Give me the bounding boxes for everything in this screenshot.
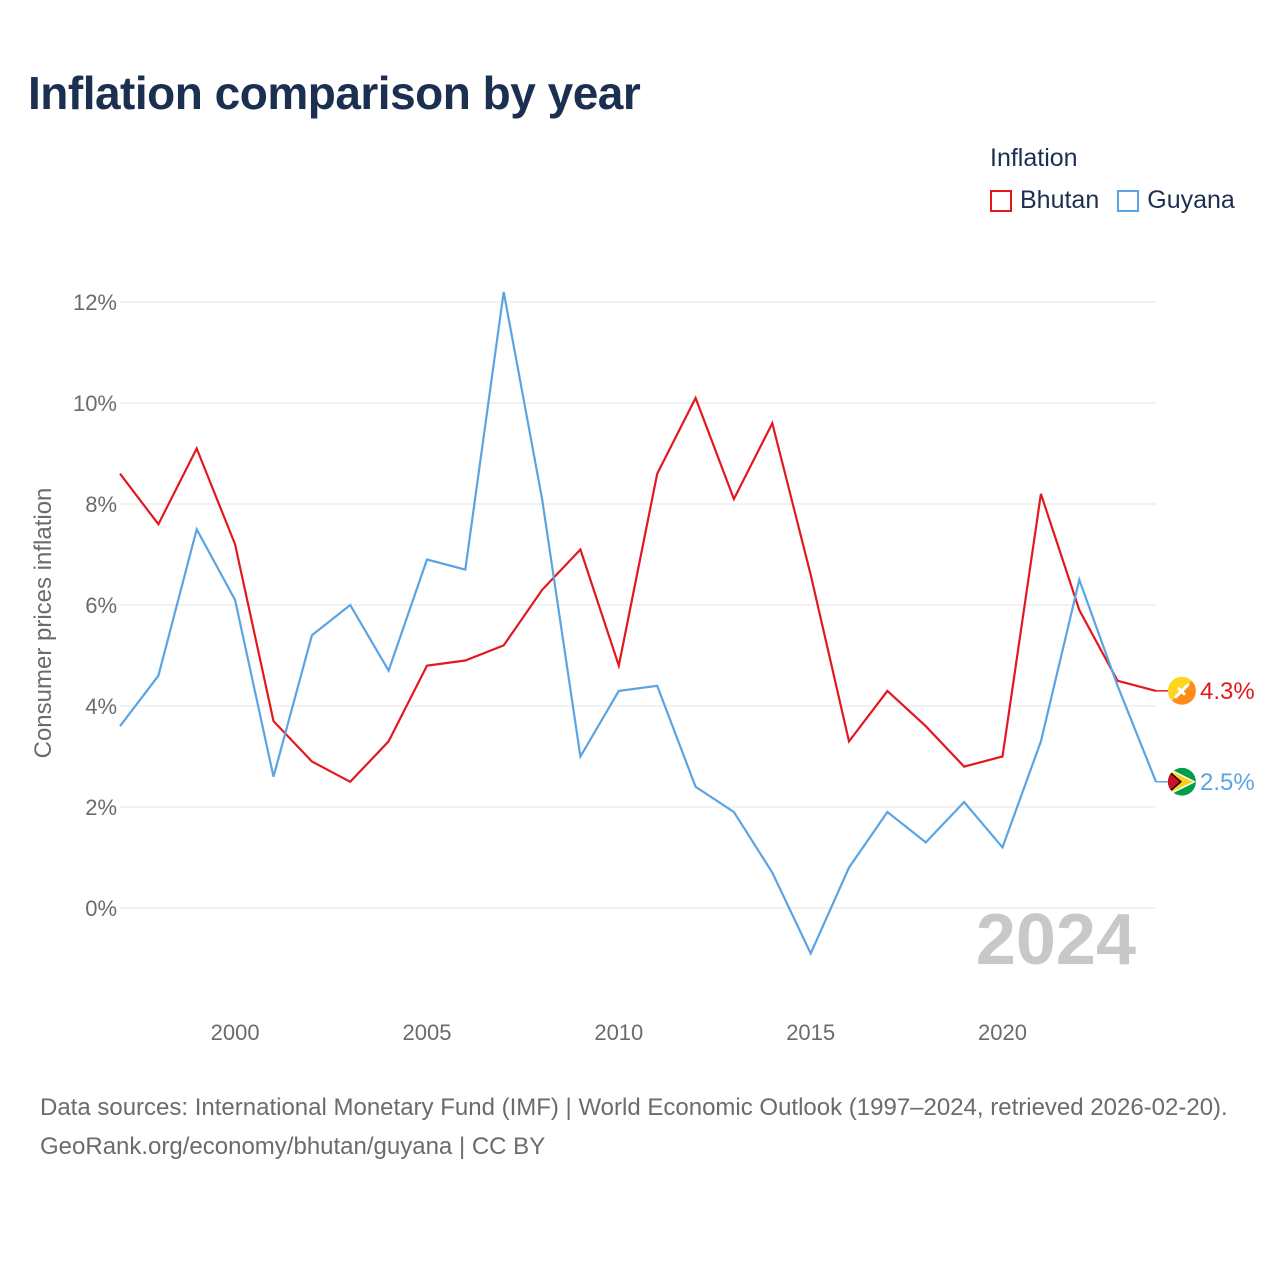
y-tick-label: 2% [85,795,117,820]
y-tick-label: 4% [85,694,117,719]
end-label-bhutan: 4.3% [1200,678,1255,705]
data-point-bhutan[interactable] [1000,754,1006,760]
data-point-guyana[interactable] [309,632,315,638]
bhutan-flag-icon [1168,676,1196,705]
data-point-guyana[interactable] [462,567,468,573]
data-point-guyana[interactable] [923,839,929,845]
data-point-guyana[interactable] [654,683,660,689]
legend-title: Inflation [990,144,1078,172]
data-point-guyana[interactable] [577,754,583,760]
data-point-bhutan[interactable] [769,420,775,426]
data-point-bhutan[interactable] [961,764,967,770]
data-point-bhutan[interactable] [808,572,814,578]
data-point-guyana[interactable] [1000,844,1006,850]
series-line-guyana[interactable] [119,291,1158,957]
data-point-bhutan[interactable] [155,521,161,527]
legend-swatch-bhutan [990,189,1012,212]
data-point-guyana[interactable] [501,289,507,295]
y-tick-label: 8% [85,492,117,517]
data-point-guyana[interactable] [1038,738,1044,744]
data-point-bhutan[interactable] [884,688,890,694]
data-point-guyana[interactable] [347,602,353,608]
legend-label-bhutan: Bhutan [1020,186,1100,214]
data-point-guyana[interactable] [846,865,852,871]
data-point-guyana[interactable] [386,668,392,674]
source-link[interactable]: GeoRank.org/economy/bhutan/guyana | CC B… [40,1133,546,1160]
x-tick-label: 2010 [594,1020,643,1045]
data-point-guyana[interactable] [539,496,545,502]
year-watermark: 2024 [976,900,1136,980]
data-point-guyana[interactable] [616,688,622,694]
legend: Bhutan Guyana [990,186,1253,215]
x-tick-label: 2000 [211,1020,260,1045]
data-point-bhutan[interactable] [424,663,430,669]
series-end-markers: 4.3% 2.5% [1156,676,1255,796]
data-point-guyana[interactable] [1115,683,1121,689]
data-point-bhutan[interactable] [501,642,507,648]
data-point-guyana[interactable] [270,774,276,780]
series-lines [117,289,1158,957]
series-line-bhutan[interactable] [119,395,1157,784]
gridlines [120,301,1156,909]
end-label-guyana: 2.5% [1200,769,1255,796]
guyana-flag-icon [1168,767,1196,796]
data-point-bhutan[interactable] [270,718,276,724]
x-tick-labels: 2000 2005 2010 2015 2020 [211,1020,1027,1045]
data-point-bhutan[interactable] [577,546,583,552]
data-point-bhutan[interactable] [1076,607,1082,613]
footer: Data sources: International Monetary Fun… [40,1088,1250,1166]
data-point-bhutan[interactable] [846,738,852,744]
data-point-guyana[interactable] [1076,577,1082,583]
data-point-bhutan[interactable] [693,395,699,401]
data-point-bhutan[interactable] [194,445,200,451]
legend-label-guyana: Guyana [1147,186,1235,214]
data-point-bhutan[interactable] [539,587,545,593]
data-point-guyana[interactable] [117,723,123,729]
legend-item-guyana[interactable]: Guyana [1117,186,1235,215]
data-point-guyana[interactable] [693,784,699,790]
chart-title: Inflation comparison by year [28,67,641,119]
data-point-guyana[interactable] [808,950,814,956]
data-point-guyana[interactable] [232,597,238,603]
data-point-bhutan[interactable] [1038,491,1044,497]
data-point-guyana[interactable] [731,809,737,815]
data-point-bhutan[interactable] [923,723,929,729]
data-point-guyana[interactable] [424,557,430,563]
legend-swatch-guyana [1117,189,1140,212]
data-point-bhutan[interactable] [654,471,660,477]
data-point-guyana[interactable] [155,673,161,679]
y-tick-label: 6% [85,593,117,618]
x-tick-label: 2020 [978,1020,1027,1045]
data-point-bhutan[interactable] [462,658,468,664]
x-tick-label: 2005 [402,1020,451,1045]
data-point-guyana[interactable] [769,870,775,876]
data-point-bhutan[interactable] [232,541,238,547]
y-tick-label: 10% [73,391,117,416]
data-point-guyana[interactable] [884,809,890,815]
x-tick-label: 2015 [786,1020,835,1045]
data-point-bhutan[interactable] [731,496,737,502]
y-axis-label: Consumer prices inflation [30,488,57,759]
data-point-bhutan[interactable] [347,779,353,785]
data-point-bhutan[interactable] [309,759,315,765]
y-tick-labels: 0% 2% 4% 6% 8% 10% 12% [73,290,117,921]
data-point-guyana[interactable] [961,799,967,805]
data-point-bhutan[interactable] [616,663,622,669]
data-sources: Data sources: International Monetary Fun… [40,1094,1228,1121]
data-point-bhutan[interactable] [117,471,123,477]
legend-item-bhutan[interactable]: Bhutan [990,186,1099,215]
data-point-bhutan[interactable] [386,738,392,744]
y-tick-label: 12% [73,290,117,315]
y-tick-label: 0% [85,896,117,921]
data-point-guyana[interactable] [194,526,200,532]
